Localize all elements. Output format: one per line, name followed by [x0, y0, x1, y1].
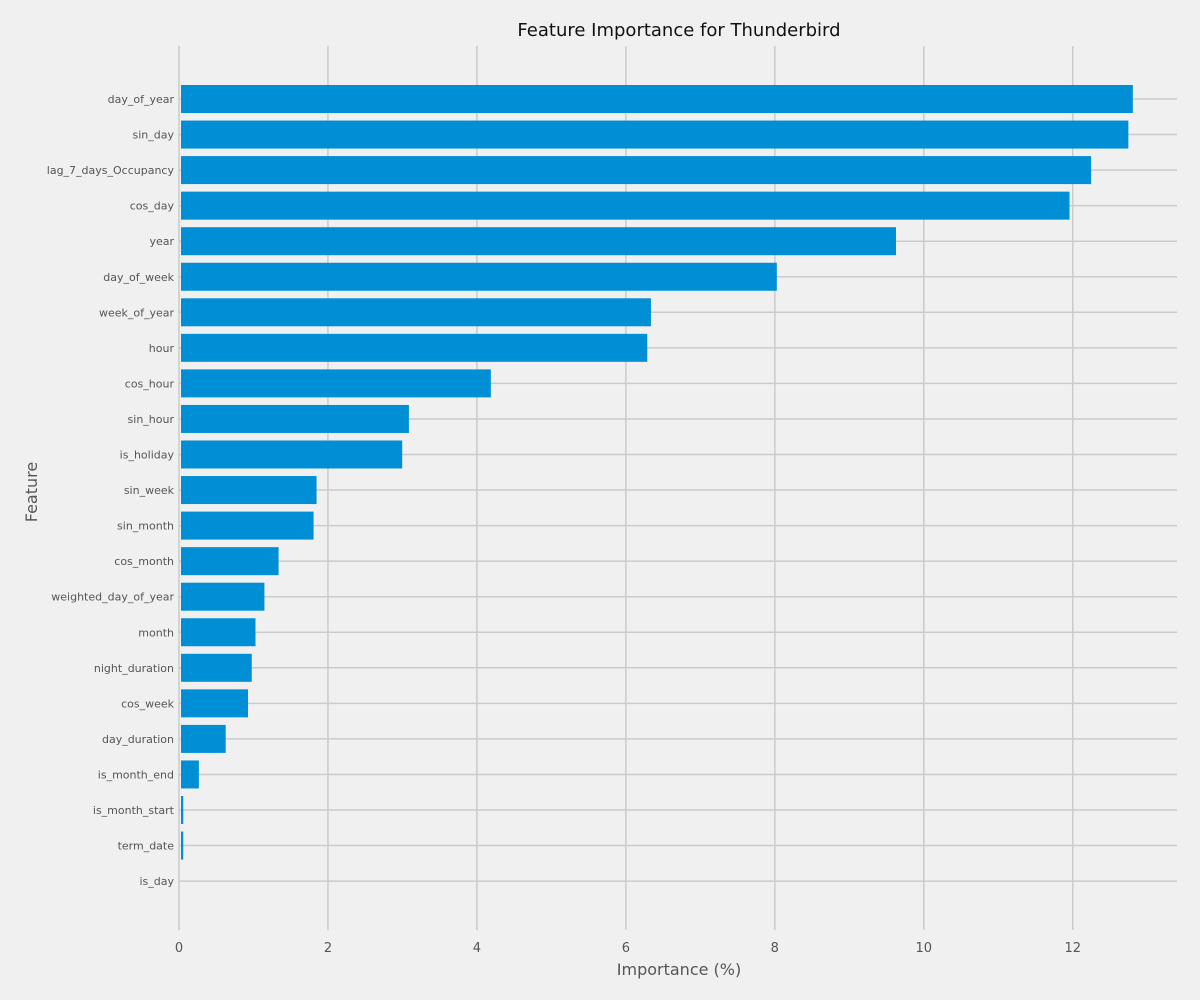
bar-term-date: [181, 831, 184, 860]
chart-title: Feature Importance for Thunderbird: [517, 20, 840, 41]
y-tick-label: is_month_start: [93, 804, 175, 817]
y-tick-label: night_duration: [94, 662, 174, 675]
bar-day-of-week: [181, 262, 777, 291]
y-tick-label: day_duration: [102, 733, 174, 746]
bar-sin-week: [181, 476, 317, 505]
y-tick-labels: day_of_year sin_day lag_7_days_Occupancyco…: [47, 93, 175, 888]
bar-weighted-day-of-year: [181, 582, 265, 611]
bar-is-month-end: [181, 760, 199, 789]
y-tick-label: lag_7_days_Occupancy: [47, 164, 175, 177]
y-tick-label: term_date: [118, 840, 175, 853]
bar-is-holiday: [181, 440, 403, 469]
x-tick-label: 10: [916, 941, 933, 956]
y-tick-label: day_of_week: [103, 271, 174, 284]
bar-lag-7-days-occupancy: [181, 156, 1092, 185]
bar-week-of-year: [181, 298, 651, 327]
bar-night-duration: [181, 653, 252, 682]
x-tick-label: 8: [771, 941, 779, 956]
bar-sin-day: [181, 120, 1129, 149]
bar-hour: [181, 333, 648, 362]
bar-sin-hour: [181, 404, 409, 433]
y-tick-label: day_of_year: [108, 93, 175, 106]
bars-layer: [181, 85, 1133, 860]
y-tick-label: is_holiday: [120, 449, 175, 462]
y-tick-label: is_day: [139, 875, 174, 888]
y-tick-label: week_of_year: [99, 306, 175, 319]
bar-cos-day: [181, 191, 1070, 220]
bar-sin-month: [181, 511, 314, 540]
y-tick-label: cos_day: [130, 200, 175, 213]
y-tick-label: sin_hour: [128, 413, 175, 426]
y-tick-label: hour: [149, 342, 175, 355]
bar-day-duration: [181, 724, 226, 753]
y-tick-label: cos_week: [121, 697, 175, 710]
bar-year: [181, 227, 896, 256]
x-tick-label: 4: [473, 941, 481, 956]
y-tick-label: sin_week: [124, 484, 175, 497]
y-tick-label: cos_month: [114, 555, 174, 568]
x-tick-label: 0: [175, 941, 183, 956]
y-tick-label: is_month_end: [98, 768, 174, 781]
y-tick-label: sin_month: [117, 520, 174, 533]
bar-cos-week: [181, 689, 249, 718]
x-tick-labels: 0 2 4 6 8 10 12: [175, 941, 1081, 956]
bar-is-month-start: [181, 796, 184, 824]
bar-month: [181, 618, 256, 647]
x-tick-label: 6: [622, 941, 630, 956]
y-axis-label: Feature: [22, 462, 41, 522]
bar-cos-month: [181, 547, 279, 576]
y-tick-label: month: [138, 626, 174, 639]
y-tick-label: cos_hour: [125, 377, 175, 390]
bar-day-of-year: [181, 85, 1133, 113]
bar-cos-hour: [181, 369, 491, 398]
y-tick-label: weighted_day_of_year: [51, 591, 174, 604]
y-tick-label: year: [149, 235, 174, 248]
x-tick-label: 2: [324, 941, 332, 956]
x-axis-label: Importance (%): [617, 960, 741, 979]
y-tick-label: sin_day: [133, 129, 175, 142]
x-tick-label: 12: [1064, 941, 1081, 956]
